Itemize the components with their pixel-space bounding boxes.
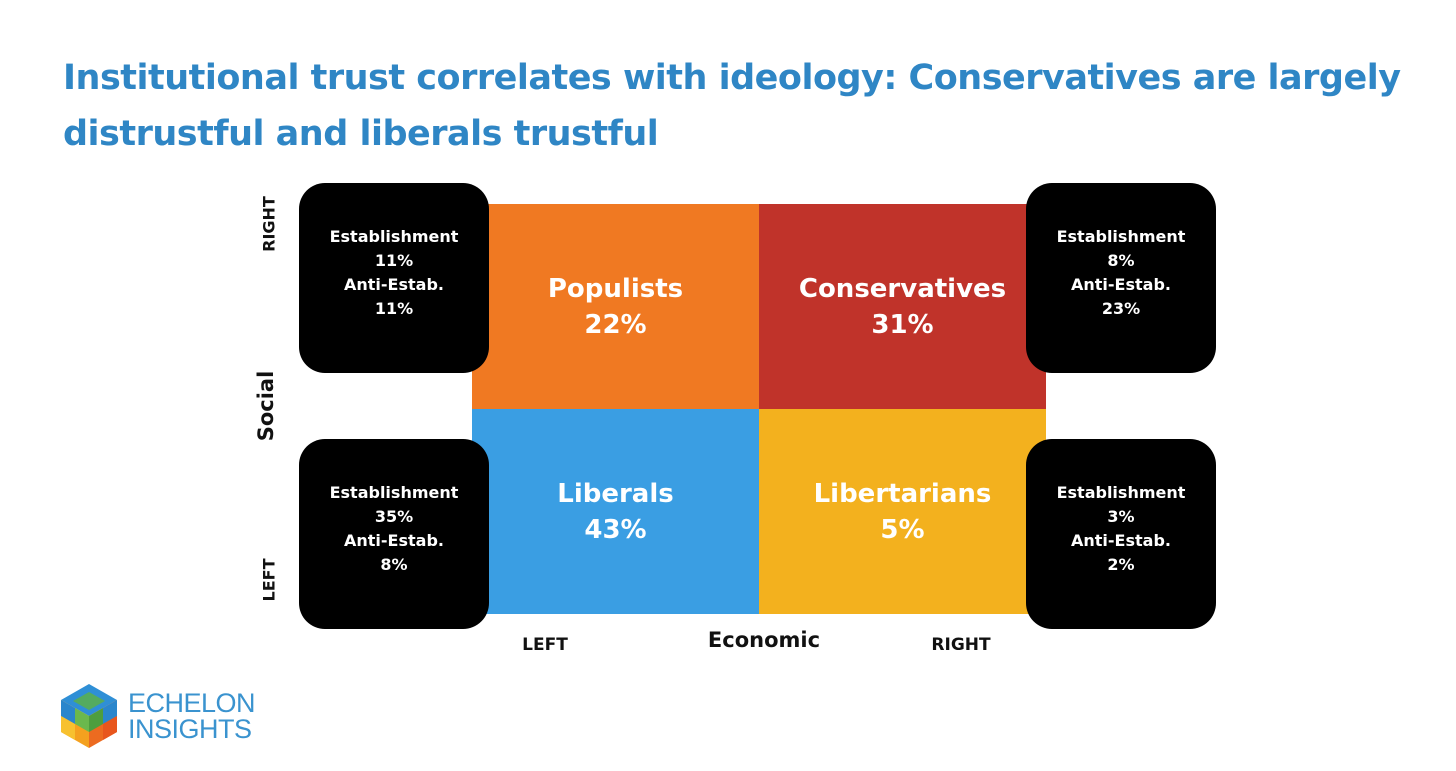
social-axis-bottom-label: LEFT	[259, 558, 279, 602]
anti-estab-percent: 8%	[380, 555, 408, 574]
logo-line-2: INSIGHTS	[128, 714, 252, 744]
logo-line-1: ECHELON	[128, 688, 256, 718]
anti-estab-label: Anti-Estab.	[344, 531, 444, 550]
stat-box-top-right: Establishment 8% Anti-Estab. 23%	[1026, 183, 1216, 373]
quadrant-name: Liberals	[557, 478, 674, 509]
anti-estab-label: Anti-Estab.	[1071, 275, 1171, 294]
stat-box-bottom-left: Establishment 35% Anti-Estab. 8%	[299, 439, 489, 629]
page-title: Institutional trust correlates with ideo…	[63, 58, 1401, 154]
quadrant-name: Conservatives	[798, 273, 1007, 304]
economic-axis-left-label: LEFT	[522, 635, 568, 655]
quadrant-percent: 43%	[584, 514, 647, 545]
anti-estab-percent: 2%	[1107, 555, 1135, 574]
establishment-percent: 11%	[374, 251, 414, 270]
quadrant-percent: 31%	[871, 309, 934, 340]
quadrant-name: Libertarians	[813, 478, 992, 509]
stat-box-top-left: Establishment 11% Anti-Estab. 11%	[299, 183, 489, 373]
establishment-percent: 8%	[1107, 251, 1135, 270]
quadrant-percent: 5%	[880, 514, 925, 545]
social-axis-title: Social	[254, 370, 278, 442]
quadrant-name: Populists	[547, 273, 684, 304]
quadrant-liberals: Liberals 43%	[472, 409, 759, 614]
establishment-percent: 35%	[374, 507, 414, 526]
establishment-label: Establishment	[1056, 227, 1186, 246]
establishment-percent: 3%	[1107, 507, 1135, 526]
cube-logo-icon	[61, 684, 117, 748]
establishment-label: Establishment	[329, 483, 459, 502]
anti-estab-label: Anti-Estab.	[1071, 531, 1171, 550]
logo-wordmark: ECHELON INSIGHTS	[128, 688, 256, 744]
establishment-label: Establishment	[329, 227, 459, 246]
quadrant-percent: 22%	[584, 309, 647, 340]
stat-box-bottom-right: Establishment 3% Anti-Estab. 2%	[1026, 439, 1216, 629]
quadrant-populists: Populists 22%	[472, 204, 759, 409]
economic-axis-title: Economic	[707, 628, 821, 652]
quadrant-conservatives: Conservatives 31%	[759, 204, 1046, 409]
establishment-label: Establishment	[1056, 483, 1186, 502]
economic-axis-right-label: RIGHT	[931, 635, 991, 655]
anti-estab-percent: 23%	[1101, 299, 1141, 318]
quadrant-libertarians: Libertarians 5%	[759, 409, 1046, 614]
anti-estab-label: Anti-Estab.	[344, 275, 444, 294]
social-axis-top-label: RIGHT	[259, 196, 279, 252]
anti-estab-percent: 11%	[374, 299, 414, 318]
